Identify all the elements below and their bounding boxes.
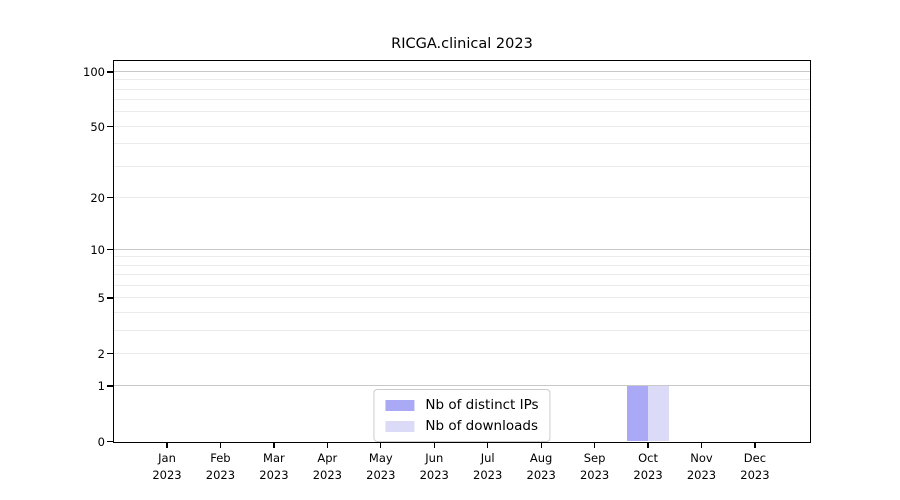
y-tick-mark — [107, 248, 113, 251]
x-tick-year: 2023 — [419, 468, 449, 482]
y-tick-mark — [107, 440, 113, 443]
x-tick-month: Mar — [263, 451, 285, 465]
x-tick-label: Aug 2023 — [509, 450, 573, 484]
x-tick-year: 2023 — [152, 468, 182, 482]
y-tick-mark — [107, 197, 113, 199]
x-tick-month: Aug — [529, 451, 553, 465]
major-gridline — [114, 71, 810, 73]
x-tick-month: Jun — [425, 451, 444, 465]
y-tick-mark — [107, 126, 113, 128]
minor-gridline — [114, 264, 810, 266]
x-tick-label: Jan 2023 — [135, 450, 199, 484]
x-tick-mark — [754, 443, 756, 448]
x-tick-mark — [433, 443, 435, 448]
bar-nb-of-downloads-oct — [647, 385, 669, 441]
x-tick-year: 2023 — [740, 468, 770, 482]
x-tick-year: 2023 — [526, 468, 556, 482]
x-tick-label: Nov 2023 — [670, 450, 734, 484]
x-tick-year: 2023 — [686, 468, 717, 482]
x-tick-month: May — [368, 451, 393, 465]
x-tick-label: Apr 2023 — [295, 450, 359, 484]
x-tick-mark — [326, 443, 328, 448]
minor-gridline — [114, 256, 810, 258]
x-tick-mark — [487, 443, 489, 448]
minor-gridline — [114, 196, 810, 198]
x-tick-month: Nov — [690, 451, 713, 465]
x-tick-year: 2023 — [205, 468, 236, 482]
x-tick-month: Dec — [743, 451, 767, 465]
minor-gridline — [114, 111, 810, 113]
y-tick-label: 2 — [97, 346, 105, 361]
minor-gridline — [114, 297, 810, 299]
legend-swatch — [385, 420, 415, 432]
minor-gridline — [114, 99, 810, 101]
y-tick-label: 20 — [90, 190, 105, 205]
y-tick-label: 50 — [90, 119, 105, 134]
bar-nb-of-distinct-ips-oct — [626, 385, 648, 441]
x-tick-label: Jun 2023 — [402, 450, 466, 484]
y-tick-label: 1 — [97, 379, 105, 394]
x-tick-label: Jul 2023 — [456, 450, 520, 484]
x-tick-year: 2023 — [473, 468, 503, 482]
x-tick-mark — [593, 443, 596, 448]
minor-gridline — [114, 88, 810, 90]
y-tick-mark — [107, 352, 113, 355]
y-tick-label: 5 — [97, 291, 105, 306]
x-tick-year: 2023 — [312, 468, 342, 482]
x-tick-label: Oct 2023 — [616, 450, 680, 484]
x-tick-year: 2023 — [259, 468, 289, 482]
major-gridline — [114, 385, 810, 387]
x-tick-label: Mar 2023 — [242, 450, 306, 484]
x-tick-month: Oct — [638, 451, 658, 465]
legend-label: Nb of distinct IPs — [425, 397, 539, 413]
y-tick-mark — [107, 385, 113, 387]
x-tick-mark — [540, 443, 542, 448]
legend-label: Nb of downloads — [425, 418, 538, 434]
x-tick-month: Apr — [317, 451, 338, 465]
legend-item: Nb of distinct IPs — [385, 396, 539, 414]
x-tick-label: Feb 2023 — [188, 450, 252, 484]
y-tick-label: 10 — [90, 242, 105, 257]
minor-gridline — [114, 311, 810, 313]
x-tick-label: May 2023 — [349, 450, 413, 484]
minor-gridline — [114, 274, 810, 276]
y-tick-label: 0 — [97, 434, 105, 449]
minor-gridline — [114, 143, 810, 145]
x-tick-mark — [219, 443, 222, 448]
x-tick-mark — [166, 443, 168, 448]
x-tick-month: Jan — [158, 451, 176, 465]
x-tick-mark — [647, 443, 649, 448]
x-tick-year: 2023 — [366, 468, 396, 482]
x-tick-year: 2023 — [579, 468, 610, 482]
major-gridline — [114, 248, 810, 250]
y-tick-mark — [107, 297, 113, 299]
minor-gridline — [114, 329, 810, 331]
x-tick-month: Sep — [583, 451, 606, 465]
x-tick-year: 2023 — [633, 468, 663, 482]
x-tick-mark — [380, 443, 382, 448]
x-tick-mark — [273, 443, 275, 448]
legend: Nb of distinct IPs Nb of downloads — [373, 389, 551, 442]
y-tick-mark — [107, 71, 113, 73]
x-tick-mark — [700, 443, 703, 448]
legend-swatch — [385, 399, 415, 411]
x-tick-month: Jul — [480, 451, 495, 465]
minor-gridline — [114, 352, 810, 354]
legend-item: Nb of downloads — [385, 417, 538, 435]
plot-area — [113, 59, 811, 443]
minor-gridline — [114, 165, 810, 167]
chart-title: RICGA.clinical 2023 — [391, 36, 533, 52]
minor-gridline — [114, 125, 810, 127]
y-tick-label: 100 — [83, 65, 105, 80]
x-tick-label: Dec 2023 — [723, 450, 787, 484]
minor-gridline — [114, 79, 810, 81]
x-tick-month: Feb — [210, 451, 231, 465]
minor-gridline — [114, 284, 810, 286]
x-tick-label: Sep 2023 — [563, 450, 627, 484]
